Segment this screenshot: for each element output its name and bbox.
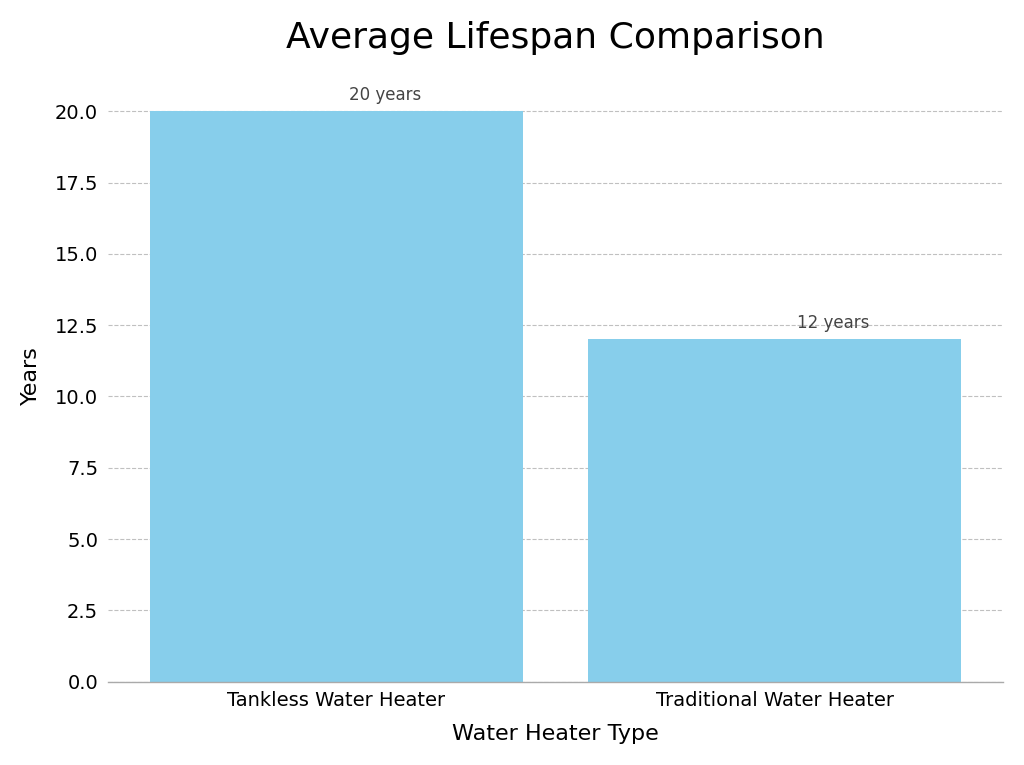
Text: 20 years: 20 years [349,86,422,104]
Bar [150,112,522,682]
Y-axis label: Years: Years [20,346,41,405]
Text: 12 years: 12 years [797,314,869,332]
Title: Average Lifespan Comparison: Average Lifespan Comparison [286,21,825,55]
X-axis label: Water Heater Type: Water Heater Type [453,724,658,744]
Bar [589,340,962,682]
